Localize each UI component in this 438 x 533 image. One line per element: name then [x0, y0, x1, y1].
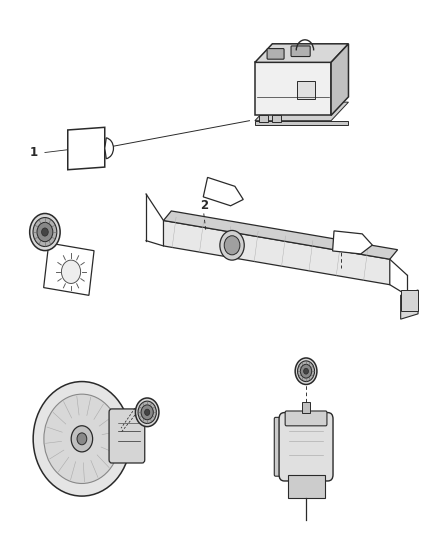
Bar	[255, 120, 349, 125]
FancyBboxPatch shape	[288, 474, 325, 498]
Bar	[401, 290, 418, 311]
Circle shape	[304, 368, 308, 374]
Circle shape	[42, 228, 48, 236]
Polygon shape	[401, 290, 418, 319]
Circle shape	[297, 361, 314, 382]
Polygon shape	[163, 221, 390, 285]
Circle shape	[295, 358, 317, 384]
Polygon shape	[255, 102, 349, 120]
Polygon shape	[331, 44, 349, 115]
Circle shape	[135, 398, 159, 426]
Bar	[302, 402, 311, 413]
Bar	[255, 62, 331, 115]
FancyBboxPatch shape	[274, 417, 283, 476]
FancyBboxPatch shape	[267, 49, 284, 59]
Bar	[259, 115, 268, 122]
Circle shape	[141, 405, 153, 420]
Circle shape	[71, 426, 92, 452]
FancyBboxPatch shape	[279, 413, 333, 481]
Polygon shape	[44, 243, 94, 295]
Circle shape	[300, 365, 312, 378]
FancyBboxPatch shape	[285, 411, 327, 426]
Bar	[297, 81, 315, 100]
Polygon shape	[68, 127, 105, 169]
Text: 1: 1	[30, 146, 38, 159]
Polygon shape	[163, 211, 398, 259]
Circle shape	[30, 214, 60, 251]
Polygon shape	[255, 44, 349, 62]
Wedge shape	[105, 138, 113, 159]
Bar	[272, 115, 281, 122]
Circle shape	[138, 401, 156, 424]
FancyBboxPatch shape	[109, 409, 145, 463]
Circle shape	[145, 409, 150, 415]
Polygon shape	[203, 177, 243, 206]
Circle shape	[37, 222, 53, 241]
Circle shape	[77, 433, 87, 445]
Circle shape	[220, 230, 244, 260]
Circle shape	[61, 260, 81, 284]
Polygon shape	[332, 231, 372, 254]
Text: 2: 2	[200, 199, 208, 212]
FancyBboxPatch shape	[291, 46, 310, 56]
Circle shape	[33, 217, 57, 246]
Circle shape	[224, 236, 240, 255]
Ellipse shape	[33, 382, 131, 496]
Ellipse shape	[44, 394, 120, 483]
